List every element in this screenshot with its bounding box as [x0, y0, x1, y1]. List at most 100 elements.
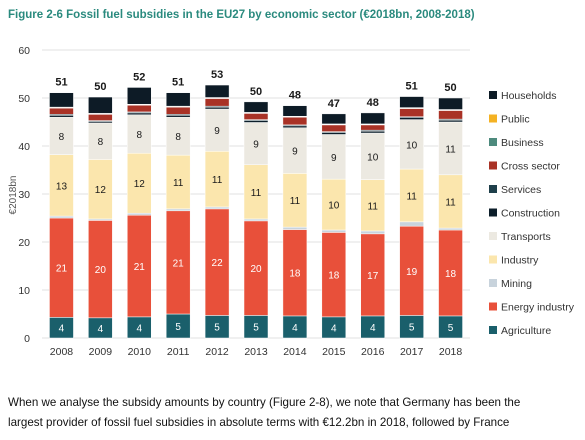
bar-segment-cross-sector [204, 98, 230, 107]
bar-segment-households [399, 96, 424, 108]
data-label: 11 [406, 191, 417, 202]
data-label: 4 [136, 323, 142, 334]
data-label: 8 [136, 130, 142, 141]
bar-segment-cross-sector [360, 124, 385, 131]
data-label: 11 [368, 201, 379, 212]
bar-segment-mining [243, 218, 269, 222]
bar-segment-energy-industry [321, 232, 347, 318]
bar-segment-cross-sector [399, 108, 424, 117]
data-label: 8 [98, 137, 104, 148]
bar-segment-energy-industry [165, 210, 191, 315]
bar-segment-industry [360, 179, 385, 232]
data-label: 12 [134, 179, 146, 190]
total-label: 52 [133, 71, 145, 83]
bar-segment-cross-sector [165, 106, 191, 115]
legend-swatch-agriculture [489, 326, 497, 334]
data-label: 20 [250, 264, 262, 275]
bar-segment-agriculture [165, 313, 191, 339]
bar-segment-construction [321, 132, 347, 135]
x-tick-label: 2009 [89, 346, 113, 358]
bar-series: 4 21 13 8 51 4 20 12 8 50 4 21 12 8 52 5 21 11 8 51 5 22 11 9 53… [49, 69, 463, 339]
bar-segment-households [204, 84, 230, 98]
bar-segment-industry [49, 154, 74, 217]
legend-label: Transports [501, 231, 551, 243]
data-label: 11 [445, 197, 456, 208]
y-tick-label: 50 [18, 93, 30, 105]
y-tick-label: 20 [18, 237, 30, 249]
data-label: 4 [98, 324, 104, 335]
data-label: 17 [367, 271, 379, 282]
total-label: 51 [172, 77, 184, 89]
total-label: 47 [328, 98, 340, 110]
data-label: 11 [445, 144, 456, 155]
bar-segment-cross-sector [243, 113, 269, 120]
data-label: 11 [173, 178, 184, 189]
bar-segment-cross-sector [282, 116, 308, 126]
total-label: 50 [250, 86, 262, 98]
y-tick-label: 30 [18, 189, 30, 201]
legend-swatch-public [489, 114, 497, 123]
y-tick-label: 40 [18, 141, 30, 153]
data-label: 18 [328, 271, 340, 282]
bar-segment-construction [165, 115, 191, 118]
data-label: 19 [406, 267, 418, 278]
bar-segment-mining [438, 227, 463, 231]
legend-swatch-energy-industry [489, 302, 497, 311]
data-label: 9 [214, 126, 220, 137]
data-label: 18 [289, 269, 301, 280]
data-label: 9 [253, 140, 259, 151]
x-tick-label: 2010 [128, 346, 152, 358]
legend-label: Cross sector [501, 161, 560, 173]
bar-segment-transports [127, 114, 152, 154]
body-text: When we analyse the subsidy amounts by c… [8, 393, 580, 433]
bar-segment-households [165, 92, 191, 107]
legend-swatch-cross-sector [489, 161, 497, 170]
legend-swatch-construction [489, 208, 497, 217]
data-label: 9 [292, 147, 298, 158]
bar-segment-construction [360, 130, 385, 134]
legend-label: Energy industry [501, 302, 575, 314]
legend-label: Business [501, 137, 544, 149]
bar-segment-industry [321, 178, 347, 231]
legend-swatch-business [489, 138, 497, 146]
data-label: 10 [406, 140, 418, 151]
legend-label: Households [501, 90, 556, 102]
bar-segment-households [88, 96, 113, 114]
bar-segment-transports [204, 108, 230, 152]
data-label: 5 [175, 322, 181, 333]
bar-segment-transports [438, 121, 463, 176]
bar-segment-construction [204, 106, 230, 110]
total-label: 51 [406, 81, 418, 93]
y-axis-label: €2018bn [8, 176, 19, 215]
bar-segment-construction [49, 115, 74, 118]
bar-segment-cross-sector [321, 124, 347, 132]
data-label: 10 [367, 152, 379, 163]
data-label: 20 [95, 265, 107, 276]
data-label: 8 [59, 132, 65, 143]
bar-segment-cross-sector [88, 114, 113, 121]
x-tick-label: 2013 [244, 346, 268, 358]
x-axis: 2008 2009 2010 2011 2012 2013 2014 2015 2016 2017… [50, 346, 463, 358]
bar-segment-energy-industry [243, 220, 269, 316]
data-label: 21 [173, 258, 185, 269]
bar-segment-mining [360, 230, 385, 235]
x-tick-label: 2014 [283, 346, 307, 358]
data-label: 4 [292, 323, 298, 334]
x-tick-label: 2012 [205, 346, 229, 358]
bar-segment-industry [204, 151, 230, 208]
legend-label: Industry [501, 255, 539, 267]
legend-label: Mining [501, 278, 532, 290]
total-label: 50 [444, 82, 456, 94]
x-tick-label: 2016 [361, 346, 385, 358]
data-label: 5 [448, 323, 454, 334]
bar-segment-households [321, 113, 347, 125]
y-tick-label: 60 [18, 45, 30, 57]
bar-segment-mining [321, 229, 347, 233]
bar-segment-mining [49, 215, 74, 219]
bar-segment-energy-industry [49, 217, 74, 318]
bar-segment-construction [399, 117, 424, 120]
y-tick-label: 10 [18, 285, 30, 297]
bar-segment-mining [165, 208, 191, 212]
total-label: 48 [289, 90, 301, 102]
